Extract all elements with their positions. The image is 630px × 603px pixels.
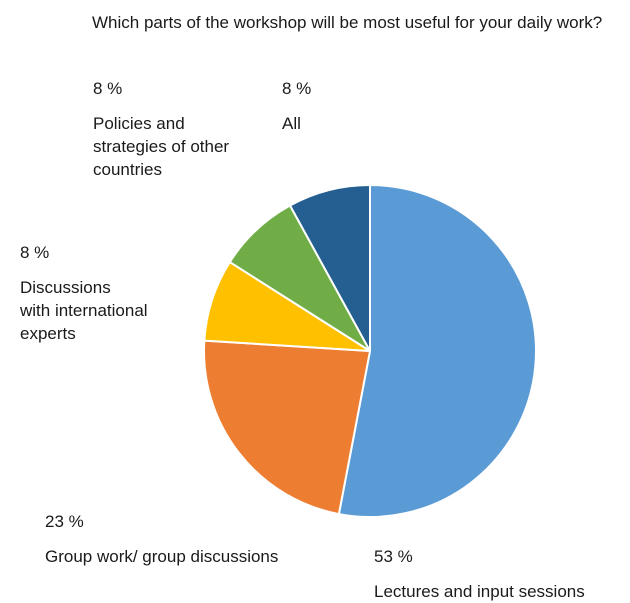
slice-percent-international-experts: 8 %	[20, 243, 50, 262]
slice-name-lectures: Lectures and input sessions	[374, 582, 585, 601]
pie-slice-all	[289, 184, 371, 352]
slice-name-international-experts: Discussions with international experts	[20, 278, 148, 343]
slice-label-policies: 8 % Policies and strategies of other cou…	[93, 77, 229, 181]
slice-label-international-experts: 8 % Discussions with international exper…	[20, 241, 148, 345]
slice-name-group-work: Group work/ group discussions	[45, 547, 279, 566]
slice-percent-policies: 8 %	[93, 79, 123, 98]
pie-slice-group-work	[203, 339, 371, 516]
chart-title: Which parts of the workshop will be most…	[92, 13, 603, 32]
slice-percent-all: 8 %	[282, 79, 312, 98]
slice-label-group-work: 23 % Group work/ group discussions	[45, 510, 278, 568]
slice-label-all: 8 % All	[282, 77, 311, 135]
pie-slice-lectures	[337, 184, 537, 518]
slice-percent-group-work: 23 %	[45, 512, 84, 531]
slice-label-lectures: 53 % Lectures and input sessions	[374, 545, 585, 603]
slice-name-policies: Policies and strategies of other countri…	[93, 114, 230, 179]
slice-name-all: All	[282, 114, 301, 133]
slice-percent-lectures: 53 %	[374, 547, 413, 566]
